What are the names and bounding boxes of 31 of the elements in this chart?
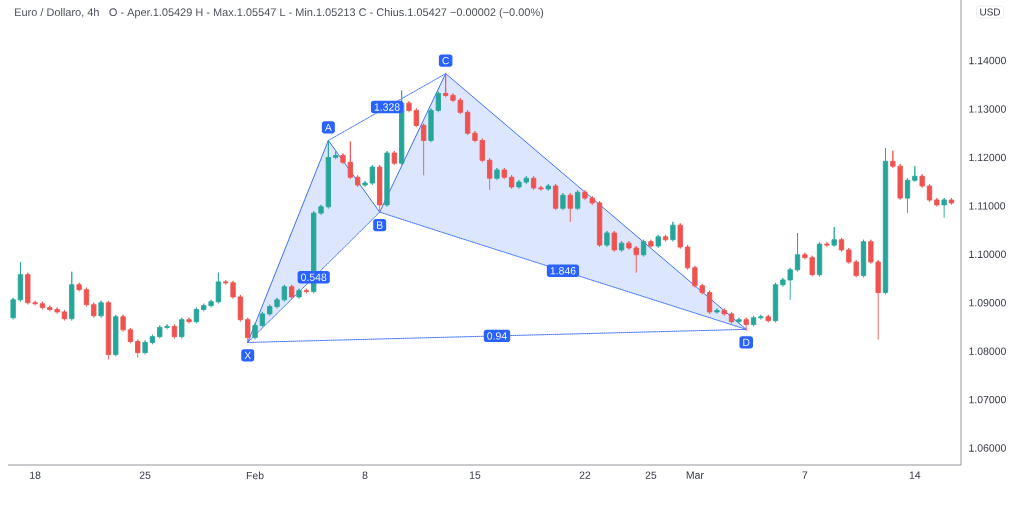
x-tick-label: Feb: [246, 471, 264, 480]
y-tick-label: 1.13000: [969, 105, 1006, 113]
y-tick-label: 1.11000: [969, 202, 1006, 210]
y-axis-title: USD: [980, 8, 1001, 16]
y-tick-label: 1.08000: [969, 347, 1006, 355]
annotation: X: [244, 351, 251, 360]
annotation: A: [324, 123, 332, 132]
x-tick-label: 14: [909, 471, 921, 479]
y-tick-label: 1.09000: [969, 299, 1006, 307]
y-tick-label: 1.14000: [969, 56, 1006, 65]
x-tick-label: 18: [30, 471, 41, 479]
x-tick-label: 25: [645, 471, 657, 479]
x-tick-label: 25: [139, 471, 151, 479]
x-tick-label: 15: [469, 471, 481, 479]
annotation: 0.548: [301, 273, 327, 282]
x-tick-label: 22: [579, 471, 591, 479]
y-tick-label: 1.07000: [969, 395, 1006, 404]
x-tick-label: 7: [802, 471, 808, 479]
annotation: 0.94: [487, 332, 507, 340]
text: Euro / Dollaro, 4h: [15, 8, 99, 18]
y-tick-label: 1.06000: [969, 444, 1006, 452]
annotation: B: [377, 221, 383, 229]
x-tick-label: 8: [362, 471, 368, 479]
annotation: C: [442, 56, 450, 65]
y-tick-label: 1.10000: [969, 250, 1006, 258]
x-tick-label: Mar: [686, 471, 704, 479]
text: O - Aper.1.05429 H - Max.1.05547 L - Min.1.05213 C - Chius.1.05427 −0.00002 (−0.00%): [109, 8, 544, 19]
y-tick-label: 1.12000: [969, 153, 1006, 162]
annotation: 1.328: [374, 103, 400, 111]
annotation: 1.846: [550, 267, 576, 275]
annotation: D: [743, 338, 750, 346]
